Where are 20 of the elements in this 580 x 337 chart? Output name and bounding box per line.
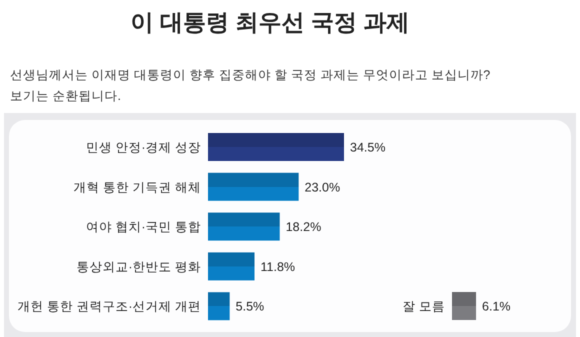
data-label: 11.8% <box>260 260 296 274</box>
y-tick-label: 잘 모름 <box>402 300 445 314</box>
y-tick-label: 개혁 통한 기득권 해체 <box>74 180 201 194</box>
y-tick-label: 민생 안정·경제 성장 <box>86 140 201 154</box>
bar <box>208 133 344 161</box>
data-label: 18.2% <box>286 220 322 234</box>
chart-subtitle: 선생님께서는 이재명 대통령이 향후 집중해야 할 국정 과제는 무엇이라고 보십니까? <box>10 68 490 82</box>
bar <box>208 212 280 241</box>
data-label: 6.1% <box>482 300 511 314</box>
data-label: 34.5% <box>350 140 386 154</box>
y-tick-label: 개헌 통한 권력구조·선거제 개편 <box>17 300 201 314</box>
y-tick-label: 통상외교·한반도 평화 <box>76 260 201 274</box>
bar <box>208 172 299 201</box>
y-tick-label: 여야 협치·국민 통합 <box>86 220 201 234</box>
bar <box>208 292 230 320</box>
data-label: 5.5% <box>236 300 264 314</box>
chart-title: 이 대통령 최우선 국정 과제 <box>130 9 410 35</box>
data-label: 23.0% <box>304 180 340 194</box>
bar <box>208 252 255 280</box>
text: 보기는 순환됩니다. <box>10 89 121 103</box>
